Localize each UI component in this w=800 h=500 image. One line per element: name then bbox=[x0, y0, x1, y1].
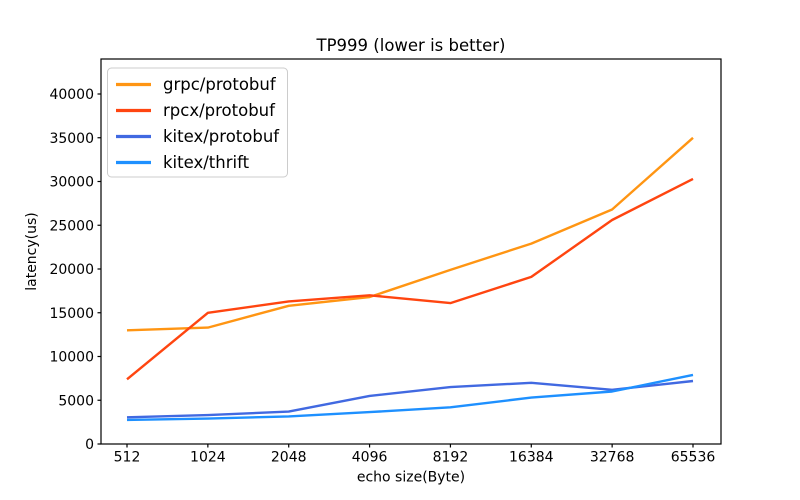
x-tick-label: 512 bbox=[114, 450, 141, 466]
x-tick-label: 65536 bbox=[671, 450, 716, 466]
legend-box bbox=[107, 67, 288, 178]
x-tick-label: 32768 bbox=[590, 450, 635, 466]
y-tick-label: 20000 bbox=[49, 262, 94, 278]
x-tick-label: 2048 bbox=[271, 450, 307, 466]
legend-label-grpc-protobuf: grpc/protobuf bbox=[163, 75, 277, 94]
x-tick-label: 8192 bbox=[433, 450, 469, 466]
y-tick-label: 0 bbox=[85, 437, 94, 453]
y-tick-label: 15000 bbox=[49, 306, 94, 322]
series-line-rpcx-protobuf bbox=[126, 177, 694, 381]
series-line-kitex-thrift bbox=[126, 373, 694, 422]
y-tick-label: 35000 bbox=[49, 131, 94, 147]
legend-label-kitex-thrift: kitex/thrift bbox=[163, 153, 250, 172]
x-tick-label: 16384 bbox=[509, 450, 554, 466]
x-axis-label: echo size(Byte) bbox=[357, 470, 465, 486]
y-axis-label: latency(us) bbox=[24, 212, 40, 291]
series-line-grpc-protobuf bbox=[126, 136, 694, 332]
y-tick-label: 25000 bbox=[49, 218, 94, 234]
x-tick-label: 4096 bbox=[352, 450, 388, 466]
x-tick-label: 1024 bbox=[190, 450, 226, 466]
plot-area: 0 5000 10000 15000 20000 25000 30000 35000 40000… bbox=[49, 58, 722, 466]
legend-label-rpcx-protobuf: rpcx/protobuf bbox=[163, 101, 276, 120]
plot-border bbox=[100, 58, 722, 445]
chart-title: TP999 (lower is better) bbox=[316, 36, 506, 55]
y-tick-label: 10000 bbox=[49, 350, 94, 366]
y-tick-label: 5000 bbox=[58, 393, 94, 409]
legend-label-kitex-protobuf: kitex/protobuf bbox=[163, 127, 280, 146]
y-tick-label: 30000 bbox=[49, 175, 94, 191]
y-tick-label: 40000 bbox=[49, 87, 94, 103]
series-line-kitex-protobuf bbox=[126, 379, 694, 419]
